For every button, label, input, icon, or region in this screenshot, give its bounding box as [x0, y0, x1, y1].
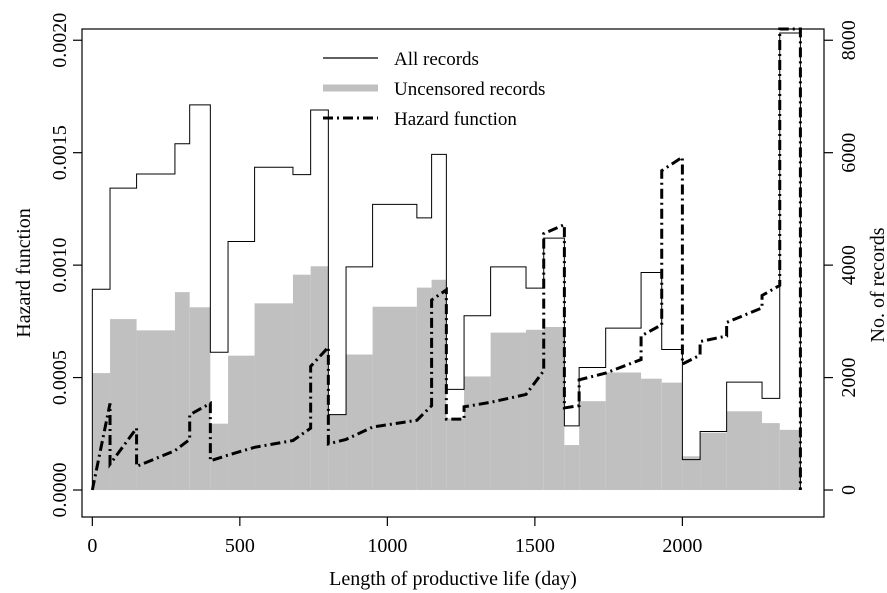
all-records-step-line [91, 32, 801, 491]
right-y-tick-label: 8000 [838, 20, 860, 60]
uncensored-bar [228, 355, 255, 491]
uncensored-bar [661, 382, 683, 491]
right-y-tick-label: 2000 [838, 358, 860, 398]
x-tick-label: 0 [87, 535, 97, 557]
right-y-tick-label: 6000 [838, 133, 860, 173]
legend-label-hazard-function: Hazard function [394, 109, 517, 130]
right-y-tick-label: 4000 [838, 245, 860, 285]
left-y-tick-label: 0.0010 [49, 238, 71, 293]
uncensored-bar [605, 372, 642, 491]
right-y-axis: 0 2000 4000 6000 8000 [824, 20, 860, 495]
uncensored-bar [446, 418, 465, 491]
uncensored-bar [328, 414, 347, 491]
uncensored-bar [762, 423, 780, 491]
uncensored-bar [92, 373, 111, 491]
uncensored-bar [372, 306, 417, 491]
uncensored-bar [726, 411, 763, 491]
uncensored-bar [543, 326, 565, 491]
uncensored-bar [110, 319, 137, 491]
x-axis-title: Length of productive life (day) [329, 568, 577, 590]
legend-label-uncensored-records: Uncensored records [394, 79, 545, 100]
x-axis: 0 500 1000 1500 2000 [87, 517, 702, 557]
uncensored-bar [564, 445, 580, 491]
uncensored-bar [346, 354, 373, 491]
all-records-path [91, 32, 801, 491]
hazard-function-path [90, 27, 802, 491]
uncensored-bar [464, 376, 491, 491]
uncensored-bar [579, 401, 606, 491]
uncensored-bar [310, 266, 329, 491]
right-y-tick-label: 0 [838, 485, 860, 495]
left-y-tick-label: 0.0005 [49, 350, 71, 405]
legend: All records Uncensored records Hazard fu… [323, 49, 545, 130]
left-y-tick-label: 0.0015 [49, 125, 71, 180]
x-tick-label: 2000 [662, 535, 702, 557]
left-y-tick-label: 0.0020 [49, 13, 71, 68]
uncensored-bar [779, 429, 801, 491]
hazard-function-line [90, 27, 802, 491]
x-tick-label: 1500 [515, 535, 555, 557]
uncensored-bar [416, 287, 432, 491]
uncensored-bar [490, 332, 527, 491]
uncensored-bar [641, 378, 662, 491]
left-y-axis-title: Hazard function [13, 208, 35, 337]
legend-label-all-records: All records [394, 49, 479, 70]
x-tick-label: 500 [225, 535, 255, 557]
right-y-axis-title: No. of records [867, 227, 887, 342]
uncensored-bar [526, 329, 544, 491]
left-y-axis: 0.0000 0.0005 0.0010 0.0015 0.0020 [49, 13, 82, 518]
uncensored-bar [254, 303, 293, 491]
plot-frame [81, 28, 825, 518]
uncensored-records-bars [92, 266, 801, 491]
uncensored-bar [189, 307, 211, 491]
x-tick-label: 1000 [367, 535, 407, 557]
uncensored-bar [700, 432, 727, 491]
uncensored-bar [174, 292, 190, 491]
left-y-tick-label: 0.0000 [49, 463, 71, 518]
uncensored-bar [136, 330, 175, 491]
uncensored-bar [431, 279, 447, 491]
uncensored-bar [292, 274, 311, 491]
uncensored-bar [682, 456, 701, 491]
